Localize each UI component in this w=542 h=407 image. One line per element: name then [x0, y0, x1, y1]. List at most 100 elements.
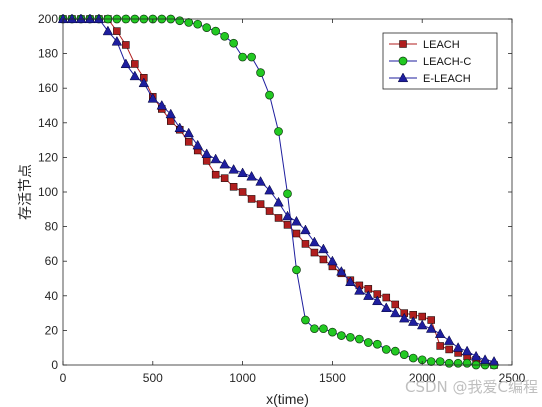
legend-item: E-LEACH — [389, 72, 471, 85]
data-point-triangle — [354, 285, 365, 295]
data-point-triangle — [228, 163, 239, 174]
x-tick-label: 2000 — [409, 371, 436, 385]
data-point-circle — [292, 265, 301, 275]
legend-label: LEACH — [423, 39, 460, 51]
data-point-square — [292, 229, 301, 238]
data-point-triangle — [273, 196, 284, 207]
y-tick-label: 80 — [45, 220, 59, 234]
y-tick-label: 160 — [38, 81, 58, 95]
data-point-square — [211, 170, 220, 179]
data-point-circle — [328, 327, 337, 337]
data-point-triangle — [291, 215, 302, 226]
data-point-circle — [398, 56, 408, 66]
data-point-square — [265, 207, 274, 215]
data-point-square — [229, 183, 238, 191]
data-point-square — [310, 248, 319, 257]
data-point-circle — [390, 346, 400, 356]
data-point-triangle — [390, 307, 401, 318]
data-point-triangle — [165, 108, 176, 119]
legend: LEACH LEACH-C E-LEACH — [382, 32, 498, 90]
data-point-square — [427, 316, 435, 324]
y-tick-label: 200 — [38, 12, 58, 26]
data-point-triangle — [156, 99, 168, 110]
data-point-triangle — [192, 139, 203, 150]
data-point-circle — [202, 23, 212, 32]
data-point-triangle — [434, 328, 446, 338]
data-point-circle — [175, 16, 185, 26]
data-point-circle — [211, 26, 221, 36]
data-point-square — [283, 221, 292, 229]
data-point-circle — [372, 339, 382, 349]
watermark-text: CSDN @我爱C编程 — [405, 378, 538, 396]
data-point-square — [382, 293, 391, 302]
data-point-circle — [184, 18, 194, 27]
data-point-circle — [310, 324, 319, 334]
y-tick-label: 180 — [38, 47, 58, 61]
data-point-circle — [444, 358, 454, 368]
data-point-circle — [381, 345, 391, 354]
x-axis-label: x(time) — [266, 391, 309, 407]
data-point-triangle — [237, 167, 248, 178]
data-point-triangle — [93, 13, 105, 24]
data-point-circle — [337, 331, 346, 340]
data-point-square — [238, 188, 247, 196]
data-point-triangle — [372, 295, 383, 306]
data-point-triangle — [246, 170, 257, 181]
data-point-triangle — [452, 342, 464, 352]
series-leach-c — [58, 14, 499, 370]
data-point-square — [418, 312, 426, 321]
y-axis-label: 存活节点 — [18, 164, 34, 220]
data-point-square — [256, 200, 265, 208]
data-point-triangle — [479, 354, 491, 364]
data-point-circle — [346, 332, 355, 342]
y-tick-label: 120 — [38, 150, 58, 164]
data-point-square — [184, 138, 193, 146]
data-point-circle — [301, 315, 310, 325]
data-point-square — [113, 27, 121, 35]
data-point-triangle — [84, 13, 96, 24]
data-point-triangle — [255, 176, 266, 186]
data-point-triangle — [147, 93, 159, 103]
data-point-circle — [462, 358, 472, 368]
data-point-square — [445, 345, 453, 354]
data-point-triangle — [470, 350, 482, 361]
legend-item: LEACH — [389, 39, 460, 51]
x-tick-label: 1500 — [319, 371, 346, 385]
data-point-triangle — [138, 77, 150, 88]
data-point-triangle — [336, 266, 347, 276]
data-point-circle — [193, 19, 203, 29]
y-tick-label: 100 — [38, 185, 58, 199]
data-point-square — [131, 60, 139, 68]
axes: 0 500 1000 1500 2000 2500 0 20 40 60 80 100 120 140 16… — [38, 12, 526, 385]
data-point-triangle — [399, 312, 410, 323]
data-point-triangle — [219, 158, 230, 169]
data-point-circle — [229, 38, 238, 48]
data-point-triangle — [300, 224, 311, 235]
data-point-triangle — [75, 13, 87, 24]
data-point-triangle — [363, 290, 374, 300]
data-point-triangle — [397, 72, 409, 83]
series-e-leach — [57, 13, 500, 366]
data-point-triangle — [318, 243, 329, 254]
data-point-triangle — [461, 345, 473, 356]
y-tick-label: 20 — [45, 323, 59, 337]
data-point-triangle — [443, 335, 455, 345]
data-point-triangle — [66, 13, 78, 24]
data-point-triangle — [102, 25, 114, 36]
x-tick-label: 1000 — [229, 371, 256, 385]
data-point-circle — [453, 358, 463, 368]
legend-label: E-LEACH — [423, 73, 471, 85]
data-point-circle — [363, 338, 373, 347]
y-tick-label: 140 — [38, 116, 58, 130]
data-point-circle — [247, 52, 256, 62]
data-point-triangle — [120, 58, 132, 69]
data-point-triangle — [407, 316, 419, 326]
data-point-square — [274, 214, 283, 222]
data-point-triangle — [282, 210, 293, 221]
data-point-circle — [354, 334, 364, 344]
data-point-circle — [256, 68, 265, 77]
x-tick-label: 2500 — [499, 371, 526, 385]
data-point-square — [399, 40, 407, 48]
data-point-triangle — [416, 319, 428, 330]
